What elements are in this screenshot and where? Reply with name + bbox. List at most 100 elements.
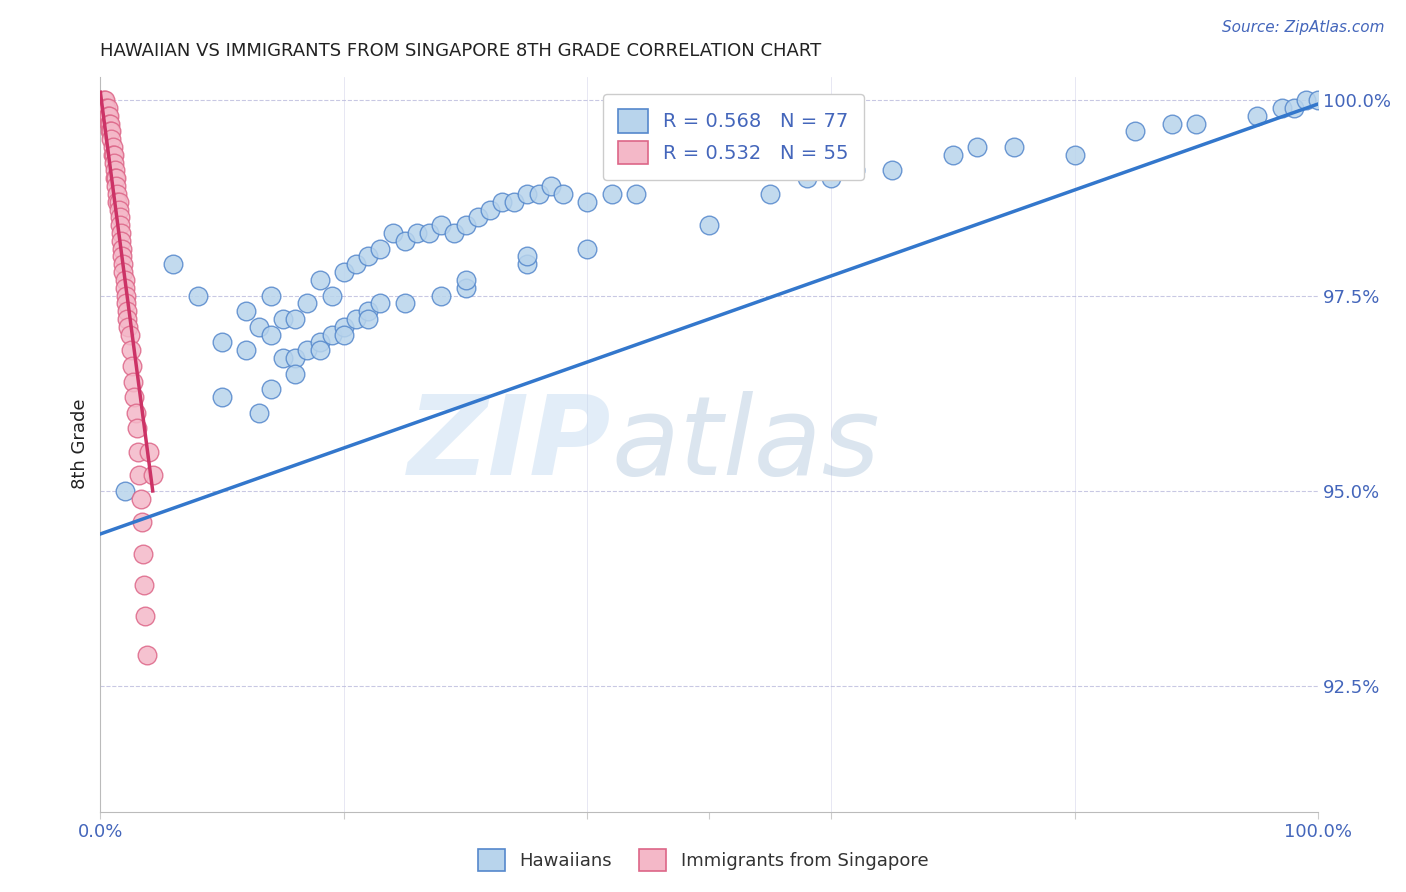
Point [235,343,257,358]
Point [187,288,209,302]
Point [98,124,121,138]
Point [103,148,125,162]
Point [370,242,392,256]
Point [1063,148,1085,162]
Point [333,319,356,334]
Point [118,327,141,342]
Point [115,304,138,318]
Point [308,343,330,358]
Text: ZIP: ZIP [408,391,612,498]
Point [134,609,156,624]
Point [97,116,120,130]
Point [697,218,720,232]
Point [114,273,136,287]
Point [115,288,138,302]
Point [129,491,152,506]
Point [115,312,138,326]
Point [1125,124,1147,138]
Point [308,273,330,287]
Point [454,218,477,232]
Point [115,296,138,310]
Point [394,234,416,248]
Point [381,226,404,240]
Point [112,265,135,279]
Point [260,382,283,396]
Point [100,132,122,146]
Point [134,578,156,592]
Point [127,445,149,459]
Point [576,194,599,209]
Legend: R = 0.568   N = 77, R = 0.532   N = 55: R = 0.568 N = 77, R = 0.532 N = 55 [603,94,865,180]
Point [117,319,139,334]
Point [491,194,513,209]
Point [96,101,118,115]
Point [98,116,121,130]
Point [235,304,257,318]
Point [527,186,550,201]
Point [430,288,453,302]
Point [454,273,477,287]
Point [111,249,134,263]
Point [1295,93,1317,107]
Point [284,312,307,326]
Point [503,194,526,209]
Point [105,179,128,194]
Point [600,186,623,201]
Point [357,312,380,326]
Point [1271,101,1294,115]
Point [124,390,146,404]
Point [97,109,120,123]
Point [110,234,132,248]
Point [1002,140,1025,154]
Point [479,202,502,217]
Point [553,186,575,201]
Point [516,249,538,263]
Point [333,327,356,342]
Point [333,265,356,279]
Point [344,312,367,326]
Point [247,406,270,420]
Point [120,343,142,358]
Point [394,296,416,310]
Point [418,226,440,240]
Point [516,186,538,201]
Point [112,257,135,271]
Point [128,468,150,483]
Point [880,163,903,178]
Point [321,288,343,302]
Point [297,343,319,358]
Point [1282,101,1305,115]
Point [357,249,380,263]
Text: Source: ZipAtlas.com: Source: ZipAtlas.com [1222,20,1385,35]
Point [321,327,343,342]
Point [308,335,330,350]
Point [1246,109,1268,123]
Point [260,288,283,302]
Text: HAWAIIAN VS IMMIGRANTS FROM SINGAPORE 8TH GRADE CORRELATION CHART: HAWAIIAN VS IMMIGRANTS FROM SINGAPORE 8T… [100,42,821,60]
Point [271,312,294,326]
Point [100,124,122,138]
Point [107,194,129,209]
Text: atlas: atlas [612,391,880,498]
Point [94,93,117,107]
Point [107,202,129,217]
Point [104,171,127,186]
Point [759,186,782,201]
Point [454,281,477,295]
Point [105,194,128,209]
Point [297,296,319,310]
Point [211,335,233,350]
Point [138,445,160,459]
Point [97,101,120,115]
Point [114,483,136,498]
Point [357,304,380,318]
Point [624,186,647,201]
Point [121,359,143,373]
Point [101,140,124,154]
Point [942,148,965,162]
Point [1185,116,1208,130]
Point [467,211,489,225]
Point [131,515,153,529]
Point [370,296,392,310]
Point [211,390,233,404]
